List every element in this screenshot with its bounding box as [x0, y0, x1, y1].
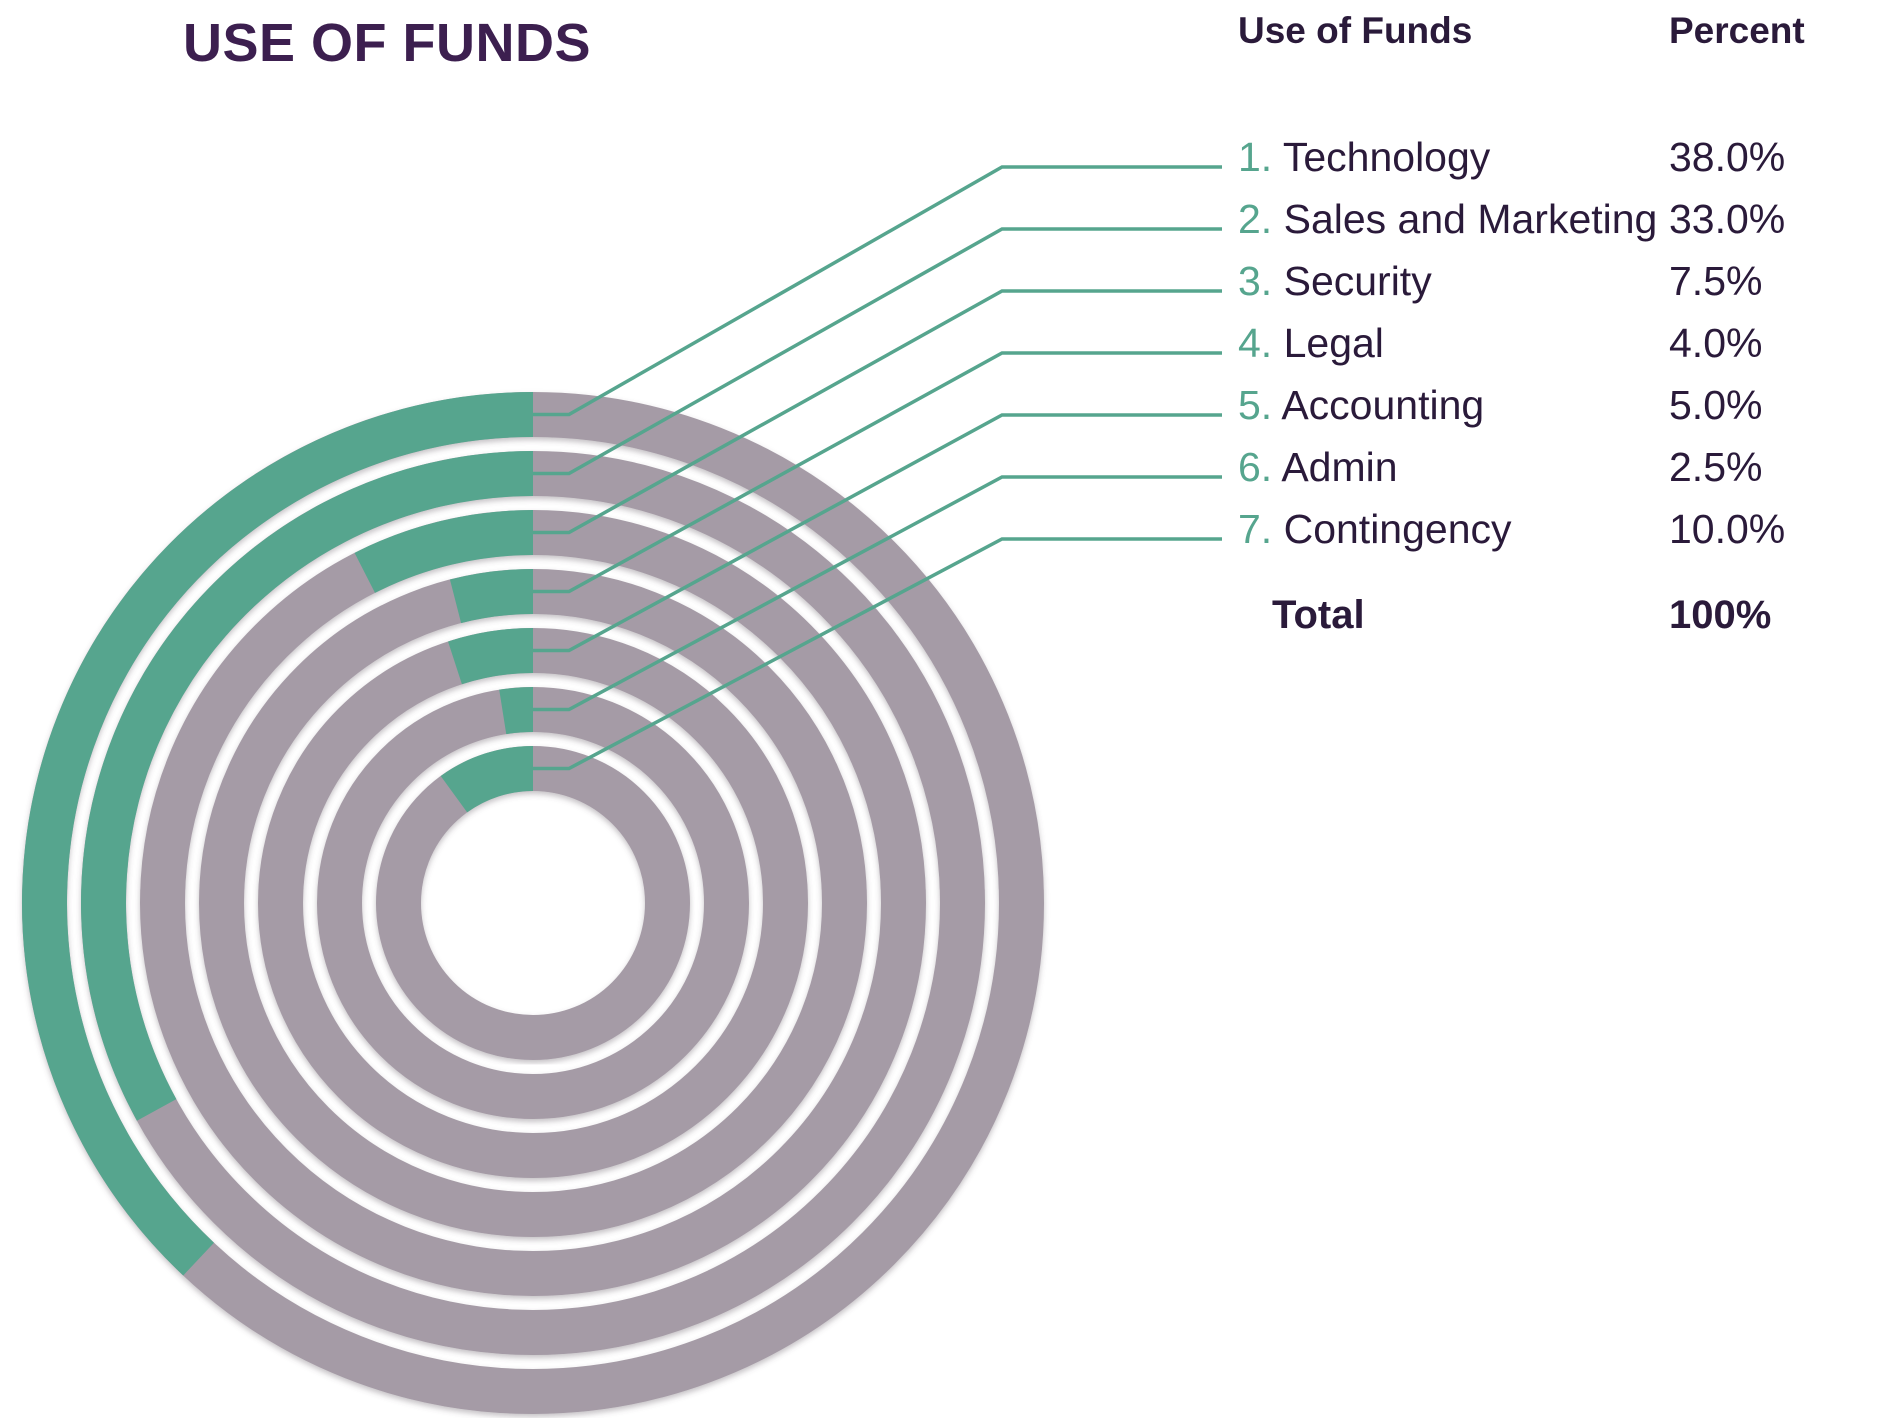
legend-percent: 7.5%: [1669, 258, 1763, 304]
legend-category: Admin: [1272, 444, 1398, 490]
legend-index: 7.: [1238, 506, 1273, 552]
legend-percent: 33.0%: [1669, 196, 1786, 242]
legend-row: 3. Security 7.5%: [1238, 256, 1762, 306]
legend-row: 4. Legal 4.0%: [1238, 318, 1762, 368]
value-arc-6: [499, 687, 534, 735]
total-value: 100%: [1669, 593, 1772, 637]
legend-row: 1. Technology 38.0%: [1238, 132, 1785, 182]
table-header-category: Use of Funds: [1238, 10, 1473, 51]
leader-line-1: [533, 165, 1222, 417]
legend-row: 2. Sales and Marketing 33.0%: [1238, 194, 1785, 244]
legend-percent: 5.0%: [1669, 382, 1763, 428]
leader-line-6: [533, 475, 1222, 712]
leader-line-5: [533, 413, 1222, 653]
leader-line-2: [533, 227, 1222, 476]
legend-category: Legal: [1272, 320, 1384, 366]
total-row: Total 100%: [1272, 590, 1771, 640]
table-header-percent: Percent: [1669, 10, 1805, 51]
legend-category: Security: [1272, 258, 1432, 304]
value-arc-1: [22, 392, 534, 1276]
legend-category: Technology: [1272, 134, 1491, 180]
legend-category: Accounting: [1272, 382, 1485, 428]
chart-title: USE OF FUNDS: [183, 13, 592, 73]
ring-track-7: [376, 746, 690, 1060]
legend-percent: 38.0%: [1669, 134, 1786, 180]
legend-percent: 2.5%: [1669, 444, 1763, 490]
leader-line-3: [533, 289, 1222, 535]
legend-index: 1.: [1238, 134, 1273, 180]
legend-index: 4.: [1238, 320, 1273, 366]
legend-percent: 10.0%: [1669, 506, 1786, 552]
legend-index: 3.: [1238, 258, 1273, 304]
legend-row: 5. Accounting 5.0%: [1238, 380, 1762, 430]
total-label: Total: [1272, 593, 1365, 637]
leader-line-4: [533, 351, 1222, 594]
legend-row: 6. Admin 2.5%: [1238, 442, 1762, 492]
legend-category: Sales and Marketing: [1272, 196, 1658, 242]
legend-index: 5.: [1238, 382, 1273, 428]
leader-line-7: [533, 537, 1222, 771]
legend-percent: 4.0%: [1669, 320, 1763, 366]
legend-index: 6.: [1238, 444, 1273, 490]
legend-row: 7. Contingency 10.0%: [1238, 504, 1785, 554]
value-arc-7: [440, 746, 534, 813]
legend-index: 2.: [1238, 196, 1273, 242]
value-arc-4: [449, 569, 534, 624]
value-arc-5: [448, 628, 534, 685]
value-arc-2: [81, 451, 534, 1121]
legend-category: Contingency: [1272, 506, 1512, 552]
value-arc-3: [354, 510, 534, 594]
ring-track-4: [199, 569, 867, 1237]
